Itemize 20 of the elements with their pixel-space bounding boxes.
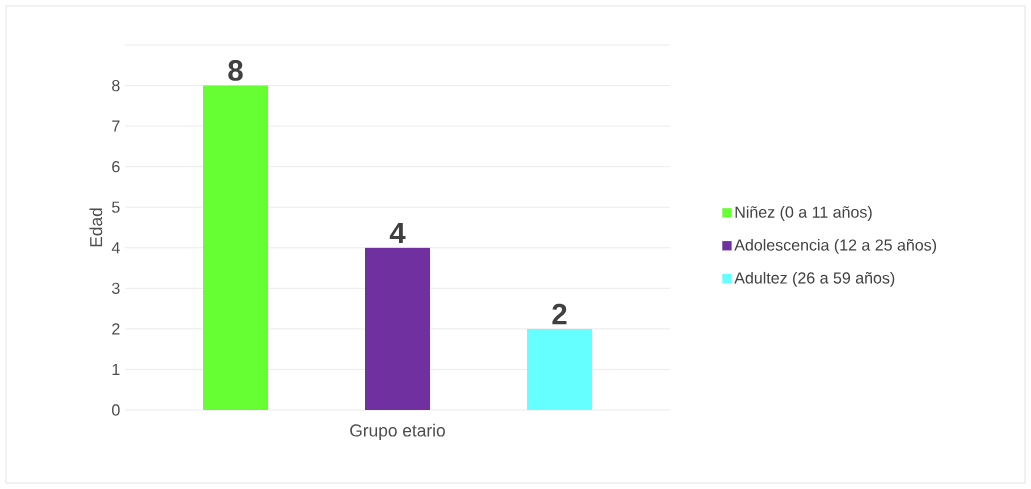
y-tick-label: 8: [112, 79, 120, 92]
data-label: 2: [552, 303, 567, 325]
bar: [203, 85, 269, 410]
y-tick-label: 7: [112, 120, 120, 132]
y-tick-label: 5: [112, 201, 120, 213]
legend-label: Niñez (0 a 11 años): [735, 206, 872, 221]
legend-label: Adolescencia (12 a 25 años): [734, 238, 937, 254]
y-tick-label: 6: [112, 161, 120, 173]
y-tick-label: 0: [112, 404, 120, 416]
bar: [527, 328, 593, 410]
y-tick-label: 3: [112, 282, 120, 294]
x-axis-title: Grupo etario: [350, 423, 445, 441]
y-tick-label: 2: [112, 323, 120, 335]
data-label: 4: [389, 222, 406, 244]
data-label: 8: [228, 60, 243, 81]
y-tick-label: 4: [111, 242, 120, 254]
bar: [365, 247, 431, 410]
y-axis-title: Edad: [89, 208, 103, 247]
legend-label: Adultez (26 a 59 años): [734, 271, 895, 287]
y-tick-label: 1: [112, 363, 120, 375]
